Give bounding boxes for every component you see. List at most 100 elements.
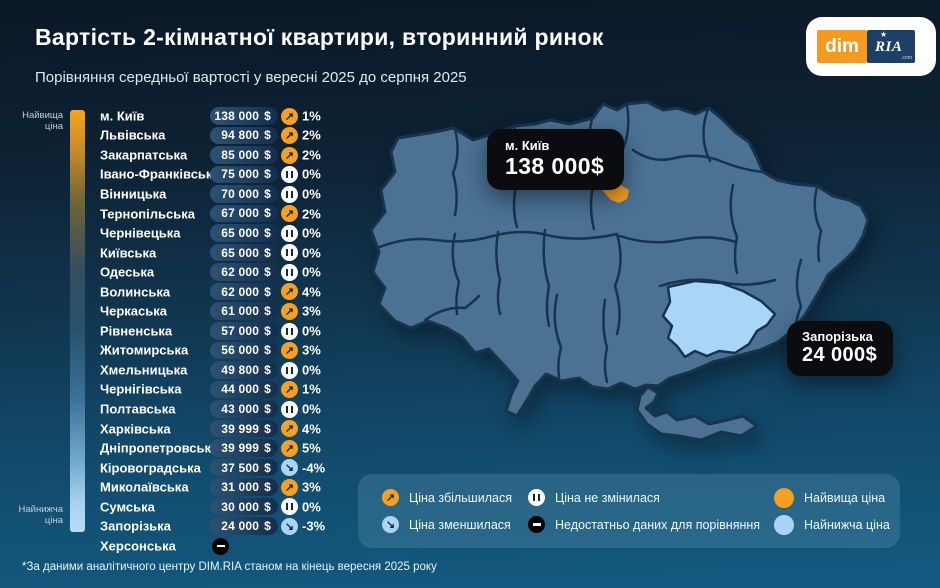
legend-label: Недостатньо даних для порівняння [555, 517, 761, 532]
legend-item-increase: Ціна збільшилася [382, 489, 528, 506]
legend-item-highest: Найвища ціна [774, 487, 890, 508]
price-value: 62 000 [221, 284, 260, 299]
region-name: Чернівецька [100, 225, 181, 241]
change-value: 1% [302, 381, 321, 397]
legend-label: Ціна збільшилася [409, 490, 512, 505]
regions-list: м. Київ 138 000 $ 1% Львівська 94 800 $ … [100, 106, 350, 556]
legend-label: Найвища ціна [804, 490, 886, 505]
price-pill: 62 000 $ [210, 263, 278, 281]
region-row: Харківська 39 999 $ 4% [100, 419, 350, 439]
currency-sign: $ [264, 421, 271, 436]
price-pill: 75 000 $ [210, 165, 278, 184]
legend-item-no-change: Ціна не змінилася [528, 489, 774, 506]
currency-sign: $ [264, 343, 271, 358]
currency-sign: $ [264, 401, 271, 416]
region-row: Львівська 94 800 $ 2% [100, 126, 350, 146]
price-value: 75 000 [221, 167, 260, 182]
ukraine-map: м. Київ 138 000$ Запорізька 24 000$ [365, 90, 935, 475]
highest-price-dot-icon [774, 487, 794, 508]
price-pill: 65 000 $ [210, 243, 278, 262]
currency-sign: $ [264, 382, 271, 397]
crimea-outline [635, 385, 759, 442]
region-row: Волинська 62 000 $ 4% [100, 282, 350, 302]
trend-flat-icon [281, 166, 298, 184]
change-value: 2% [302, 147, 321, 163]
currency-sign: $ [264, 186, 271, 201]
no-data-icon [528, 516, 545, 533]
price-pill: 57 000 $ [210, 322, 278, 340]
region-name: Одеська [100, 264, 155, 280]
trend-nodata-icon [212, 537, 229, 555]
ria-logo-text: RIA [875, 39, 903, 55]
region-row: Чернівецька 65 000 $ 0% [100, 223, 350, 243]
change-value: 3% [302, 342, 321, 358]
currency-sign: $ [264, 460, 271, 475]
change-value: 0% [302, 225, 321, 241]
region-row: Івано-Франківська 75 000 $ 0% [100, 165, 350, 185]
kyiv-callout-value: 138 000$ [505, 153, 605, 179]
trend-up-icon [281, 439, 298, 457]
trend-flat-icon [281, 224, 298, 242]
ria-com-text: .com [901, 55, 912, 61]
price-pill: 39 999 $ [210, 439, 278, 457]
legend-item-no-data: Недостатньо даних для порівняння [528, 516, 774, 533]
region-row: Кіровоградська 37 500 $ -4% [100, 458, 350, 478]
change-value: 0% [302, 264, 321, 280]
trend-flat-icon [281, 263, 298, 281]
currency-sign: $ [264, 441, 271, 456]
price-value: 43 000 [221, 401, 260, 416]
source-footnote: *За даними аналітичного центру DIM.RIA с… [22, 561, 437, 573]
currency-sign: $ [264, 499, 271, 514]
change-value: 0% [302, 499, 321, 515]
change-value: 0% [302, 401, 321, 417]
page-subtitle: Порівняння середньої вартості у вересні … [35, 69, 467, 86]
trend-flat-icon [281, 400, 298, 418]
region-name: Волинська [100, 284, 171, 300]
trend-up-icon [281, 381, 298, 399]
region-row: Сумська 30 000 $ 0% [100, 497, 350, 517]
region-name: Херсонська [100, 538, 176, 554]
region-name: Львівська [100, 127, 166, 143]
lowest-price-dot-icon [774, 514, 794, 535]
price-value: 62 000 [221, 265, 260, 280]
legend-panel: Ціна збільшилася Ціна зменшилася Ціна не… [358, 474, 900, 548]
price-pill: 31 000 $ [210, 478, 278, 496]
currency-sign: $ [264, 245, 271, 260]
price-pill: 85 000 $ [210, 146, 278, 164]
price-pill: 30 000 $ [210, 497, 278, 516]
region-name: Житомирська [100, 342, 189, 358]
trend-flat-icon [281, 185, 298, 203]
legend-item-decrease: Ціна зменшилася [382, 516, 528, 533]
region-name: Сумська [100, 499, 155, 515]
price-pill: 44 000 $ [210, 380, 278, 399]
price-value: 65 000 [221, 226, 260, 241]
change-value: 1% [302, 108, 321, 124]
price-pill: 49 800 $ [210, 361, 278, 379]
legend-label: Ціна не змінилася [555, 490, 660, 505]
region-row: м. Київ 138 000 $ 1% [100, 106, 350, 126]
currency-sign: $ [264, 147, 271, 162]
region-name: Рівненська [100, 323, 173, 339]
region-row: Черкаська 61 000 $ 3% [100, 301, 350, 321]
price-pill: 70 000 $ [210, 185, 278, 203]
zaporizhzhia-region-highlight [661, 279, 777, 359]
legend-label: Найнижча ціна [804, 517, 890, 532]
change-value: 0% [302, 166, 321, 182]
price-value: 85 000 [221, 147, 260, 162]
currency-sign: $ [264, 480, 271, 495]
trend-up-icon [281, 302, 298, 320]
price-value: 30 000 [221, 499, 260, 514]
region-row: Миколаївська 31 000 $ 3% [100, 477, 350, 497]
ria-logo-box: ★ RIA .com [867, 30, 915, 63]
trend-up-icon [281, 420, 298, 438]
region-row: Одеська 62 000 $ 0% [100, 262, 350, 282]
trend-flat-icon [281, 244, 298, 262]
change-value: 3% [302, 479, 321, 495]
region-row: Вінницька 70 000 $ 0% [100, 184, 350, 204]
page-title: Вартість 2-кімнатної квартири, вторинний… [35, 24, 604, 50]
scale-lowest-label: Найнижча ціна [18, 504, 64, 526]
dim-ria-logo: dim ★ RIA .com [806, 17, 936, 76]
region-row: Житомирська 56 000 $ 3% [100, 341, 350, 361]
change-value: 4% [302, 421, 321, 437]
region-name: Чернігівська [100, 381, 182, 397]
